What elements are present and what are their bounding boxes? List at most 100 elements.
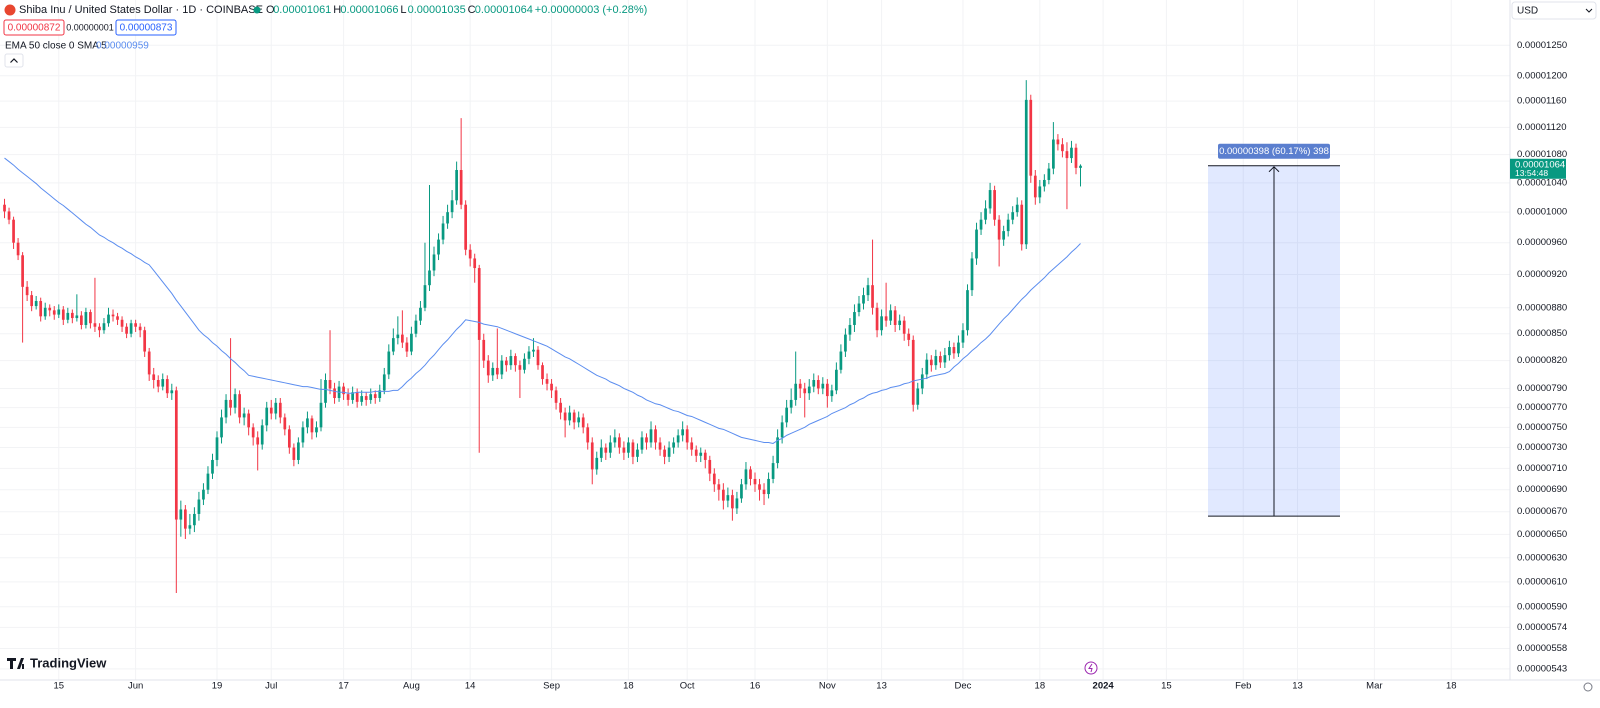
x-tick-label: Dec <box>955 681 972 692</box>
candle-body <box>360 396 364 402</box>
candle-body <box>559 402 562 413</box>
candle-body <box>342 386 345 395</box>
currency: USD <box>1517 6 1538 17</box>
candle-body <box>1052 139 1055 169</box>
candle-body <box>428 270 431 286</box>
candle-body <box>821 383 825 389</box>
x-tick-label: Sep <box>543 681 560 692</box>
candle-body <box>613 437 617 443</box>
candle-body <box>676 435 680 443</box>
y-tick-label: 0.00000558 <box>1517 643 1567 654</box>
candle-body <box>568 412 571 421</box>
logo[interactable]: TradingView <box>7 655 107 670</box>
x-tick-label: 15 <box>1161 681 1172 692</box>
candle-body <box>396 334 400 339</box>
candle-body <box>328 380 332 389</box>
candle-body <box>468 249 472 259</box>
x-tick-label: 18 <box>1446 681 1457 692</box>
candle-body <box>373 394 377 399</box>
y-tick-label: 0.00000850 <box>1517 328 1567 339</box>
candle-body <box>43 307 47 317</box>
candle-body <box>803 388 807 394</box>
candle-body <box>884 316 888 321</box>
candle-body <box>939 356 942 363</box>
candle-body <box>975 229 978 259</box>
candle-body <box>193 513 196 526</box>
candle-body <box>541 365 544 380</box>
candle-body <box>495 367 499 375</box>
candle-body <box>423 285 427 308</box>
candle-body <box>129 323 133 334</box>
candle-body <box>147 351 151 375</box>
candle-body <box>143 330 147 352</box>
candle-body <box>825 383 829 397</box>
candle-body <box>297 442 300 460</box>
candle-body <box>306 418 309 428</box>
candle-body <box>70 312 74 319</box>
event-bolt <box>1088 663 1093 673</box>
candle-body <box>545 379 549 384</box>
candle-body <box>1033 175 1037 198</box>
candle-body <box>459 170 463 205</box>
candle-body <box>889 310 892 321</box>
market-status[interactable] <box>253 6 261 14</box>
candle-body <box>414 320 418 334</box>
candle-body <box>536 349 540 366</box>
candle-body <box>907 333 911 340</box>
candle-body <box>369 394 373 400</box>
symbol-icon <box>4 4 16 16</box>
ohlc-key: H <box>333 4 341 16</box>
candle-body <box>654 429 657 443</box>
candle-body <box>61 309 65 320</box>
y-tick-label: 0.00000770 <box>1517 402 1567 413</box>
candle-body <box>758 484 761 490</box>
candle-body <box>260 425 264 445</box>
collapse-button[interactable] <box>4 53 24 68</box>
ask-box[interactable] <box>115 19 177 36</box>
currency-select[interactable] <box>1511 1 1597 20</box>
candle-body <box>229 399 232 408</box>
candle-body <box>916 388 920 405</box>
candle-body <box>179 509 183 520</box>
y-tick-label: 0.00000670 <box>1517 506 1567 517</box>
candle-body <box>84 312 88 325</box>
candle-body <box>1047 168 1051 180</box>
candle-body <box>694 449 698 456</box>
y-tick-label: 0.00000730 <box>1517 442 1567 453</box>
ema-line <box>4 157 1081 445</box>
candle-body <box>256 437 260 445</box>
bid-box[interactable] <box>3 19 65 36</box>
candle-body <box>563 412 567 421</box>
x-tick-label: Jun <box>128 681 143 692</box>
y-tick-label: 0.00000630 <box>1517 552 1567 563</box>
candle-body <box>1070 147 1073 159</box>
indicator-label[interactable]: EMA 50 close 0 SMA 5 <box>5 41 107 52</box>
y-tick-label: 0.00000750 <box>1517 422 1567 433</box>
candle-body <box>518 365 522 370</box>
candle-body <box>902 320 906 334</box>
candle-body <box>920 374 924 389</box>
candle-body <box>220 417 223 438</box>
candle-body <box>816 380 820 389</box>
candle-body <box>93 323 97 327</box>
candle-body <box>315 427 318 433</box>
candle-body <box>25 286 29 296</box>
candle-body <box>405 342 409 352</box>
candle-body <box>75 315 79 319</box>
symbol-title[interactable]: Shiba Inu / United States Dollar · 1D · … <box>19 4 263 16</box>
x-tick-label: 16 <box>750 681 761 692</box>
candle-body <box>364 396 368 400</box>
candle-body <box>1042 179 1046 187</box>
candle-body <box>871 285 874 308</box>
y-tick-label: 0.00001250 <box>1517 40 1567 51</box>
candle-body <box>80 315 83 325</box>
candle-body <box>450 200 454 213</box>
candle-body <box>925 359 929 375</box>
settings-icon[interactable] <box>1583 682 1593 692</box>
y-tick-label: 0.00000543 <box>1517 663 1567 674</box>
candle-body <box>509 356 513 366</box>
candle-body <box>333 388 336 399</box>
candle-body <box>206 473 210 490</box>
